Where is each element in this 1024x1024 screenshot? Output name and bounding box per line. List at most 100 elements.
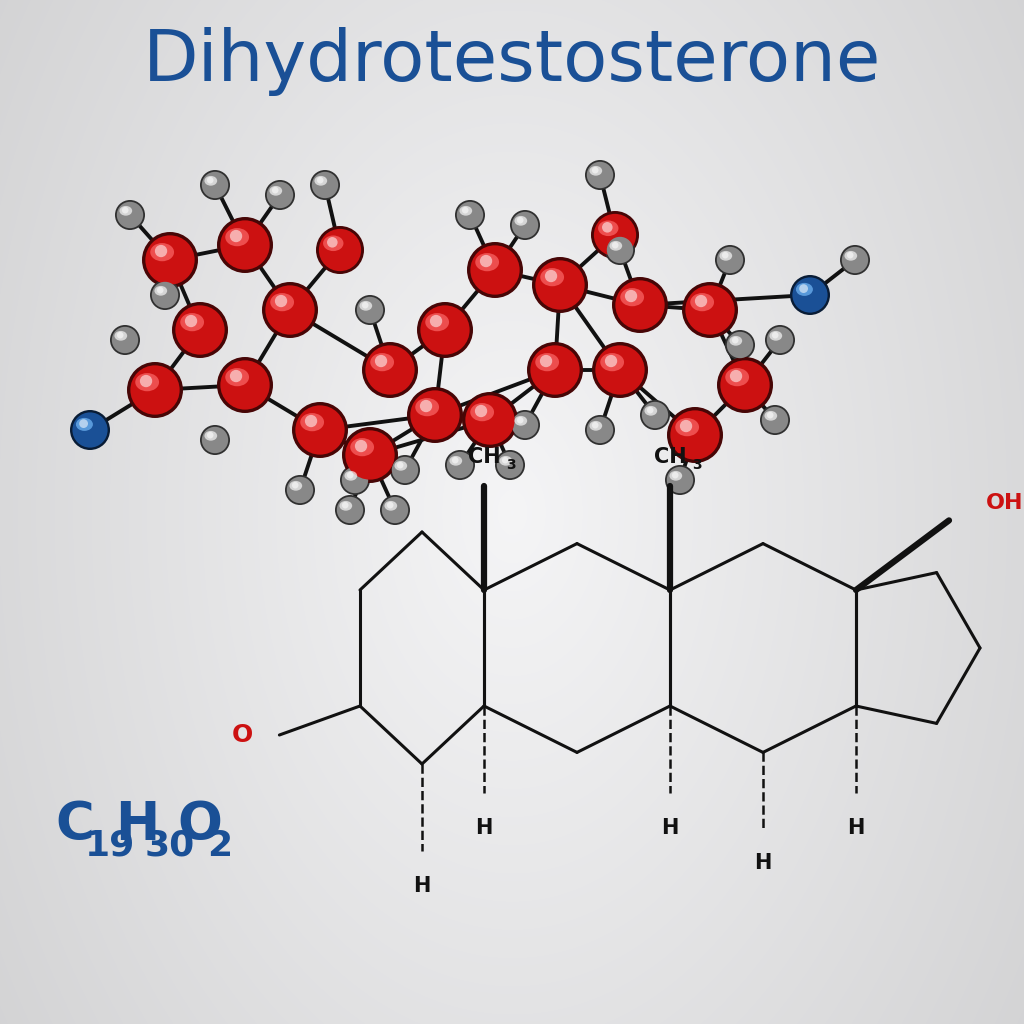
Ellipse shape [796, 283, 813, 296]
Circle shape [217, 357, 273, 413]
Circle shape [310, 170, 340, 200]
Circle shape [517, 217, 523, 223]
Text: O: O [177, 799, 222, 851]
Ellipse shape [151, 243, 174, 261]
Circle shape [340, 465, 370, 495]
Circle shape [642, 401, 669, 428]
Circle shape [585, 415, 615, 445]
Ellipse shape [460, 206, 472, 216]
Circle shape [380, 495, 410, 525]
Ellipse shape [344, 471, 357, 480]
Circle shape [337, 497, 364, 523]
Circle shape [355, 295, 385, 325]
Circle shape [665, 465, 695, 495]
Circle shape [667, 467, 693, 494]
Ellipse shape [475, 253, 499, 271]
Ellipse shape [729, 336, 742, 346]
Circle shape [605, 234, 635, 265]
Circle shape [512, 412, 539, 438]
Ellipse shape [500, 456, 512, 466]
Ellipse shape [450, 456, 462, 466]
Circle shape [79, 419, 88, 428]
Circle shape [362, 342, 418, 398]
Text: O: O [231, 723, 253, 746]
Circle shape [715, 245, 745, 275]
Circle shape [727, 332, 754, 358]
Ellipse shape [621, 288, 644, 306]
Circle shape [157, 287, 164, 294]
Circle shape [375, 355, 387, 368]
Ellipse shape [120, 206, 132, 216]
Circle shape [527, 342, 583, 398]
Circle shape [73, 413, 108, 447]
Circle shape [127, 362, 183, 418]
Circle shape [305, 415, 317, 427]
Circle shape [342, 467, 369, 494]
Circle shape [117, 202, 143, 228]
Circle shape [647, 407, 653, 414]
Ellipse shape [609, 241, 623, 251]
Ellipse shape [270, 293, 294, 311]
Ellipse shape [514, 216, 527, 225]
Ellipse shape [720, 251, 732, 261]
Circle shape [612, 278, 668, 333]
Circle shape [292, 482, 299, 488]
Circle shape [327, 237, 338, 248]
Ellipse shape [225, 368, 249, 386]
Ellipse shape [845, 251, 857, 261]
Ellipse shape [514, 416, 527, 426]
Circle shape [725, 330, 755, 360]
Circle shape [316, 177, 324, 183]
Circle shape [717, 357, 773, 413]
Circle shape [640, 400, 670, 430]
Ellipse shape [324, 236, 343, 251]
Ellipse shape [350, 438, 374, 457]
Text: H: H [662, 818, 679, 838]
Circle shape [762, 407, 788, 433]
Circle shape [530, 345, 580, 394]
Ellipse shape [600, 353, 624, 372]
Circle shape [695, 295, 708, 307]
Circle shape [532, 257, 588, 313]
Circle shape [680, 420, 692, 432]
Circle shape [545, 270, 557, 283]
Circle shape [117, 332, 124, 339]
Circle shape [390, 455, 420, 485]
Circle shape [517, 417, 523, 424]
Circle shape [612, 242, 618, 249]
Circle shape [847, 252, 853, 258]
Circle shape [202, 172, 228, 199]
Circle shape [207, 177, 213, 183]
Ellipse shape [416, 398, 439, 417]
Text: 19: 19 [85, 829, 135, 863]
Circle shape [272, 187, 279, 194]
Circle shape [510, 410, 540, 440]
Ellipse shape [670, 471, 682, 480]
Circle shape [730, 370, 742, 382]
Circle shape [430, 315, 442, 328]
Circle shape [446, 452, 473, 478]
Circle shape [420, 400, 432, 413]
Circle shape [445, 450, 475, 480]
Ellipse shape [339, 501, 352, 511]
Circle shape [70, 410, 110, 450]
Text: 3: 3 [506, 458, 516, 472]
Circle shape [112, 327, 138, 353]
Ellipse shape [675, 418, 699, 436]
Circle shape [592, 342, 648, 398]
Circle shape [462, 207, 469, 213]
Circle shape [767, 327, 794, 353]
Circle shape [465, 395, 515, 444]
Circle shape [407, 387, 463, 443]
Circle shape [229, 229, 243, 243]
Circle shape [318, 229, 361, 271]
Circle shape [502, 457, 509, 464]
Ellipse shape [598, 220, 618, 237]
Circle shape [417, 302, 473, 358]
Circle shape [361, 302, 369, 308]
Circle shape [682, 282, 738, 338]
Circle shape [592, 422, 598, 428]
Circle shape [793, 278, 827, 312]
Ellipse shape [314, 176, 328, 185]
Circle shape [455, 200, 485, 230]
